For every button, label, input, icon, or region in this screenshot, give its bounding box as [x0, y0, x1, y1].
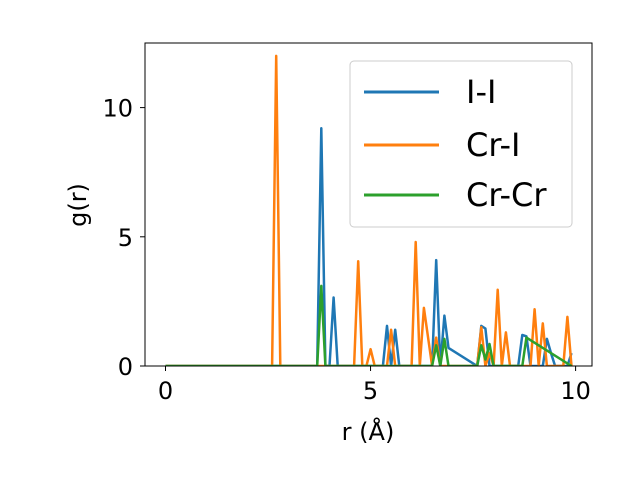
x-tick-label: 5 [363, 377, 378, 405]
series-line-cr-cr [165, 284, 573, 366]
series-line-i-i [165, 127, 573, 366]
legend-label-i-i: I-I [466, 73, 496, 111]
legend: I-I Cr-I Cr-Cr [349, 60, 573, 228]
y-tick-label: 5 [118, 224, 133, 252]
plot-area-frame [144, 42, 593, 367]
legend-label-cr-cr: Cr-Cr [466, 176, 547, 214]
x-tick-label: 10 [560, 377, 591, 405]
y-axis-title: g(r) [64, 183, 92, 227]
series-line-cr-i [165, 54, 573, 366]
y-tick-label: 10 [102, 95, 133, 123]
axes-layer: 0 5 10 0 5 10 [102, 95, 590, 405]
y-tick-label: 0 [118, 353, 133, 381]
legend-label-cr-i: Cr-I [466, 126, 520, 164]
x-tick-label: 0 [158, 377, 173, 405]
legend-frame [349, 60, 573, 228]
series-layer [165, 54, 573, 366]
x-axis-title: r (Å) [342, 417, 395, 446]
